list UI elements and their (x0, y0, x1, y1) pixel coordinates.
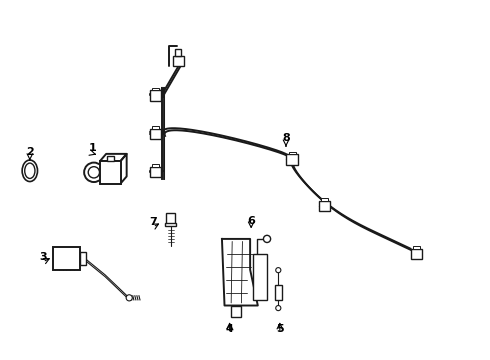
Bar (150, 129, 161, 139)
Bar (319, 201, 330, 211)
Bar (53, 247, 79, 270)
Text: 6: 6 (247, 216, 255, 226)
Bar (253, 254, 267, 300)
Bar (152, 87, 159, 90)
Bar (165, 223, 176, 226)
Text: 1: 1 (89, 143, 96, 153)
Circle shape (264, 235, 270, 243)
Bar (411, 249, 422, 259)
Bar (107, 156, 114, 161)
Text: 4: 4 (226, 324, 234, 334)
Bar (152, 126, 159, 129)
Text: 3: 3 (39, 252, 47, 262)
Ellipse shape (88, 167, 99, 178)
Ellipse shape (84, 163, 103, 182)
Circle shape (126, 295, 132, 301)
Bar (231, 306, 242, 317)
Text: 2: 2 (26, 147, 34, 157)
Bar (175, 49, 181, 56)
Text: 5: 5 (276, 324, 284, 334)
Bar (413, 246, 420, 249)
Bar (152, 165, 159, 167)
Bar (287, 154, 298, 165)
Bar (321, 198, 328, 201)
Text: 8: 8 (282, 133, 290, 143)
Circle shape (276, 306, 281, 311)
Circle shape (276, 267, 281, 273)
Bar (150, 90, 161, 100)
Bar (79, 252, 86, 265)
Bar (173, 56, 184, 66)
Ellipse shape (22, 160, 38, 181)
Bar (100, 161, 121, 184)
Bar (275, 284, 282, 300)
Bar (289, 152, 295, 154)
Ellipse shape (24, 163, 35, 179)
Text: 7: 7 (149, 217, 157, 227)
Bar (150, 167, 161, 177)
Bar (166, 213, 175, 224)
